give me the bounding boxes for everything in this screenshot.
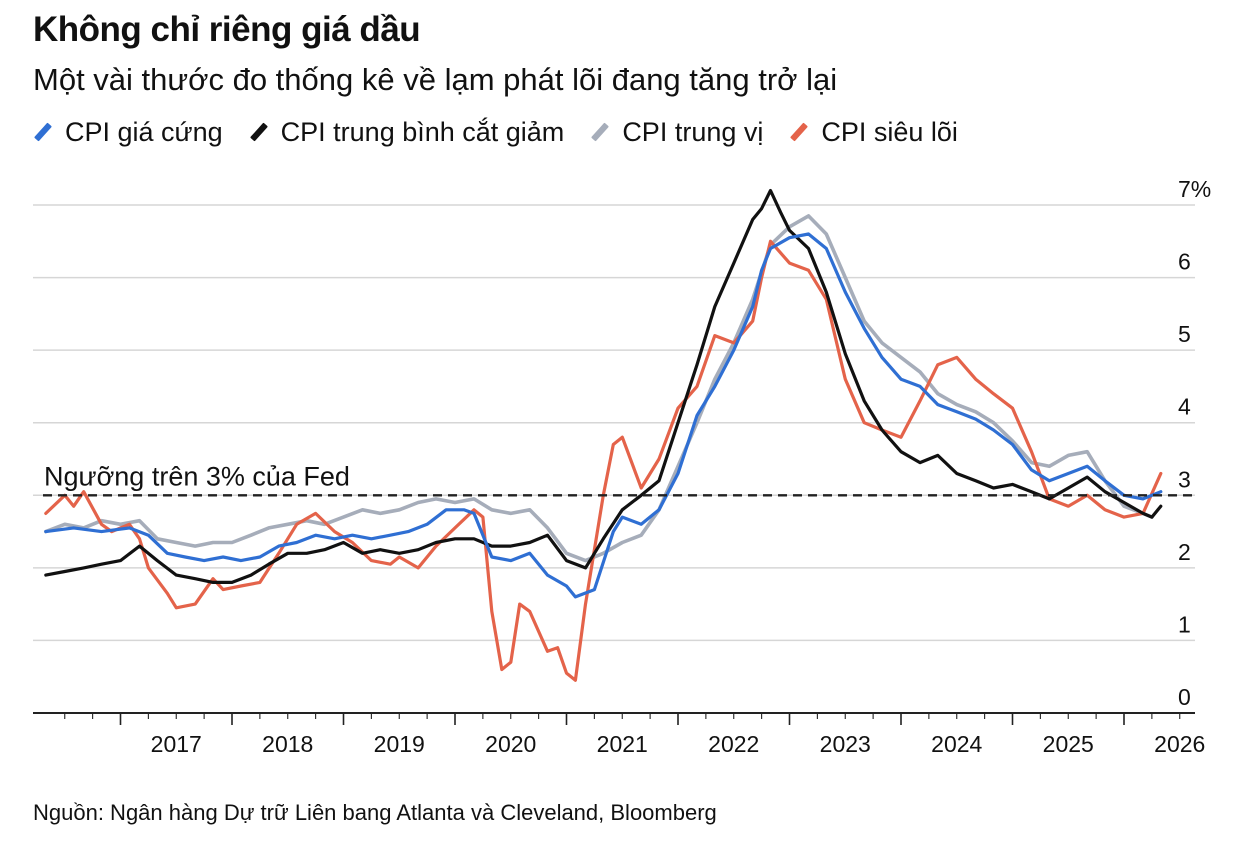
y-tick-labels: 0 1 2 3 4 5 6 7% [1178,176,1211,710]
y-tick-label-7: 7% [1178,176,1211,202]
x-tick-label-2017: 2017 [151,731,202,757]
x-tick-label-2022: 2022 [708,731,759,757]
legend-item-supercore: CPI siêu lõi [789,117,958,148]
y-tick-label-4: 4 [1178,394,1191,420]
x-tick-label-2025: 2025 [1043,731,1094,757]
legend-item-trimmed-mean: CPI trung bình cắt giảm [249,116,565,148]
y-tick-label-0: 0 [1178,684,1191,710]
legend-label-trimmed-mean: CPI trung bình cắt giảm [280,116,565,147]
x-tick-label-2019: 2019 [374,731,425,757]
threshold-label: Ngưỡng trên 3% của Fed [44,461,350,491]
x-tick-label-2024: 2024 [931,731,982,757]
series-line-median [44,214,1154,563]
chart-subtitle: Một vài thước đo thống kê về lạm phát lõ… [33,62,838,97]
chart-title: Không chỉ riêng giá dầu [33,10,421,49]
y-tick-label-2: 2 [1178,539,1191,565]
series-line-trimmed-mean [44,188,1163,584]
legend: CPI giá cứng CPI trung bình cắt giảm CPI… [33,114,984,150]
threshold: Ngưỡng trên 3% của Fed [43,461,1195,497]
y-tick-label-1: 1 [1178,611,1191,637]
x-tick-label-2023: 2023 [820,731,871,757]
x-tick-label-2021: 2021 [597,731,648,757]
series-lines [44,188,1163,682]
series-line-sticky [44,232,1163,599]
legend-label-supercore: CPI siêu lõi [821,116,958,147]
y-tick-label-5: 5 [1178,321,1191,347]
legend-item-median: CPI trung vị [590,117,763,148]
x-axis: 2017 2018 2019 2020 2021 2022 2023 2024 2025 2026 [33,712,1205,757]
legend-item-sticky: CPI giá cứng [33,117,223,148]
y-tick-label-6: 6 [1178,249,1191,275]
grid-lines [33,204,1195,642]
x-tick-label-2018: 2018 [262,731,313,757]
source-note: Nguồn: Ngân hàng Dự trữ Liên bang Atlant… [33,800,717,825]
legend-label-median: CPI trung vị [622,116,764,147]
legend-label-sticky: CPI giá cứng [65,116,223,147]
x-tick-label-2020: 2020 [485,731,536,757]
y-tick-label-3: 3 [1178,466,1191,492]
x-tick-label-2026: 2026 [1154,731,1205,757]
